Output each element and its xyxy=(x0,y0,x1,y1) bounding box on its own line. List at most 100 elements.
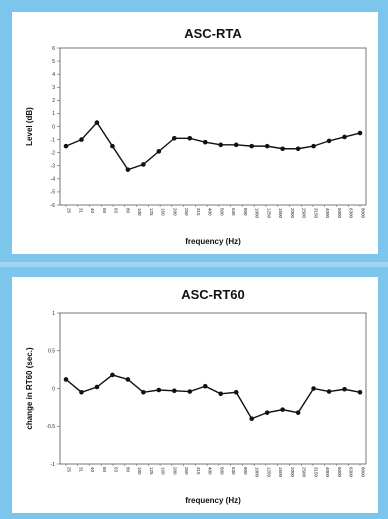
plot-frame xyxy=(59,47,367,206)
x-tick-label: 3150 xyxy=(313,208,318,219)
x-tick-label: 8000 xyxy=(361,208,366,219)
x-tick-label: 1250 xyxy=(266,208,271,219)
data-point xyxy=(249,416,254,421)
data-point xyxy=(233,142,239,148)
x-tick-label: 125 xyxy=(149,467,154,475)
x-tick-label: 2000 xyxy=(290,208,295,219)
x-tick-label: 250 xyxy=(184,467,189,475)
x-tick-label: 25 xyxy=(67,208,72,214)
x-tick-label: 100 xyxy=(137,208,142,216)
x-tick-label: 800 xyxy=(243,208,248,216)
y-tick-label: 1 xyxy=(52,111,55,117)
data-point xyxy=(141,162,146,167)
x-tick-label: 200 xyxy=(172,208,177,216)
x-tick-label: 500 xyxy=(219,467,224,475)
y-axis-label: change in RT60 (sec.) xyxy=(25,347,34,430)
data-point xyxy=(110,372,115,378)
y-tick-label: -0.5 xyxy=(46,424,55,430)
x-tick-label: 50 xyxy=(102,467,107,473)
data-point xyxy=(172,135,177,141)
x-tick-label: 400 xyxy=(208,208,213,216)
data-point xyxy=(187,135,193,141)
plot-frame xyxy=(59,312,367,465)
data-point xyxy=(79,389,84,395)
data-point xyxy=(218,142,224,148)
x-axis-label: frequency (Hz) xyxy=(185,237,241,246)
rta-chart: ASC-RTA 6 5 4 3 2 1 0 -1 -2 -3 -4 -5 -6 25 31 40 50 63 80 10… xyxy=(25,26,367,246)
y-tick-label: -1 xyxy=(51,137,56,143)
y-axis-label: Level (dB) xyxy=(25,107,34,146)
y-tick-label: 1 xyxy=(52,311,55,317)
data-point xyxy=(172,388,177,394)
y-tick-label: 3 xyxy=(52,85,55,91)
y-tick-label: 4 xyxy=(52,72,55,78)
x-tick-label: 6300 xyxy=(349,467,354,478)
data-point xyxy=(264,410,270,415)
x-tick-label: 2500 xyxy=(302,208,307,219)
y-tick-label: 5 xyxy=(52,59,55,65)
data-point xyxy=(357,389,363,395)
rt60-chart: ASC-RT60 1 0.5 0 -0.5 -1 25 31 40 50 63 80 100 125 160… xyxy=(25,287,367,505)
x-tick-label: 80 xyxy=(125,208,130,214)
y-tick-label: -2 xyxy=(51,150,56,156)
x-tick-label: 100 xyxy=(137,467,142,475)
y-tick-label: -5 xyxy=(51,190,56,196)
chart-title: ASC-RT60 xyxy=(181,287,245,302)
y-tick-label: -3 xyxy=(51,164,56,170)
x-tick-label: 50 xyxy=(102,208,107,214)
chart-title: ASC-RTA xyxy=(184,26,242,41)
x-tick-label: 250 xyxy=(184,208,189,216)
data-point xyxy=(94,384,100,390)
x-tick-label: 1600 xyxy=(278,467,283,478)
data-point xyxy=(264,143,270,149)
x-tick-label: 630 xyxy=(231,208,236,216)
data-point xyxy=(311,143,316,149)
data-point xyxy=(280,146,285,152)
data-point xyxy=(342,386,347,392)
x-tick-label: 2500 xyxy=(302,467,307,478)
data-point xyxy=(326,138,332,144)
x-tick-label: 125 xyxy=(149,208,154,216)
data-point xyxy=(63,377,69,382)
chart-panel-rt60: ASC-RT60 1 0.5 0 -0.5 -1 25 31 40 50 63 80 100 125 160… xyxy=(12,277,378,513)
data-point xyxy=(233,389,239,395)
y-tick-label: 0.5 xyxy=(48,349,55,355)
x-tick-label: 40 xyxy=(90,467,95,473)
data-point xyxy=(249,143,254,149)
data-point xyxy=(125,167,131,172)
x-tick-label: 200 xyxy=(172,467,177,475)
x-tick-label: 630 xyxy=(231,467,236,475)
x-tick-label: 31 xyxy=(78,208,83,214)
x-tick-label: 1000 xyxy=(255,467,260,478)
data-point xyxy=(326,389,332,394)
data-point xyxy=(202,383,208,389)
y-tick-label: 6 xyxy=(52,46,55,52)
x-tick-label: 63 xyxy=(114,208,119,214)
x-tick-label: 8000 xyxy=(361,467,366,478)
series-line xyxy=(65,374,361,420)
x-tick-label: 2000 xyxy=(290,467,295,478)
x-tick-label: 40 xyxy=(90,208,95,214)
x-tick-label: 25 xyxy=(67,467,72,473)
series-line xyxy=(65,121,361,171)
x-tick-label: 31 xyxy=(78,467,83,473)
data-point xyxy=(202,139,208,145)
x-tick-label: 800 xyxy=(243,467,248,475)
x-tick-label: 315 xyxy=(196,208,201,216)
x-tick-label: 63 xyxy=(114,467,119,473)
data-point xyxy=(156,387,162,393)
data-point xyxy=(63,143,69,149)
y-tick-label: -6 xyxy=(51,203,56,209)
y-tick-label: -4 xyxy=(51,177,56,183)
x-tick-label: 1250 xyxy=(266,467,271,478)
x-tick-label: 80 xyxy=(125,467,130,473)
data-point xyxy=(156,149,162,154)
x-tick-label: 5000 xyxy=(337,467,342,478)
data-point xyxy=(187,389,193,394)
x-tick-label: 160 xyxy=(161,208,166,216)
x-tick-label: 400 xyxy=(208,467,213,475)
data-point xyxy=(79,137,84,142)
y-tick-label: -1 xyxy=(51,462,56,468)
x-tick-label: 1600 xyxy=(278,208,283,219)
data-point xyxy=(110,143,115,149)
